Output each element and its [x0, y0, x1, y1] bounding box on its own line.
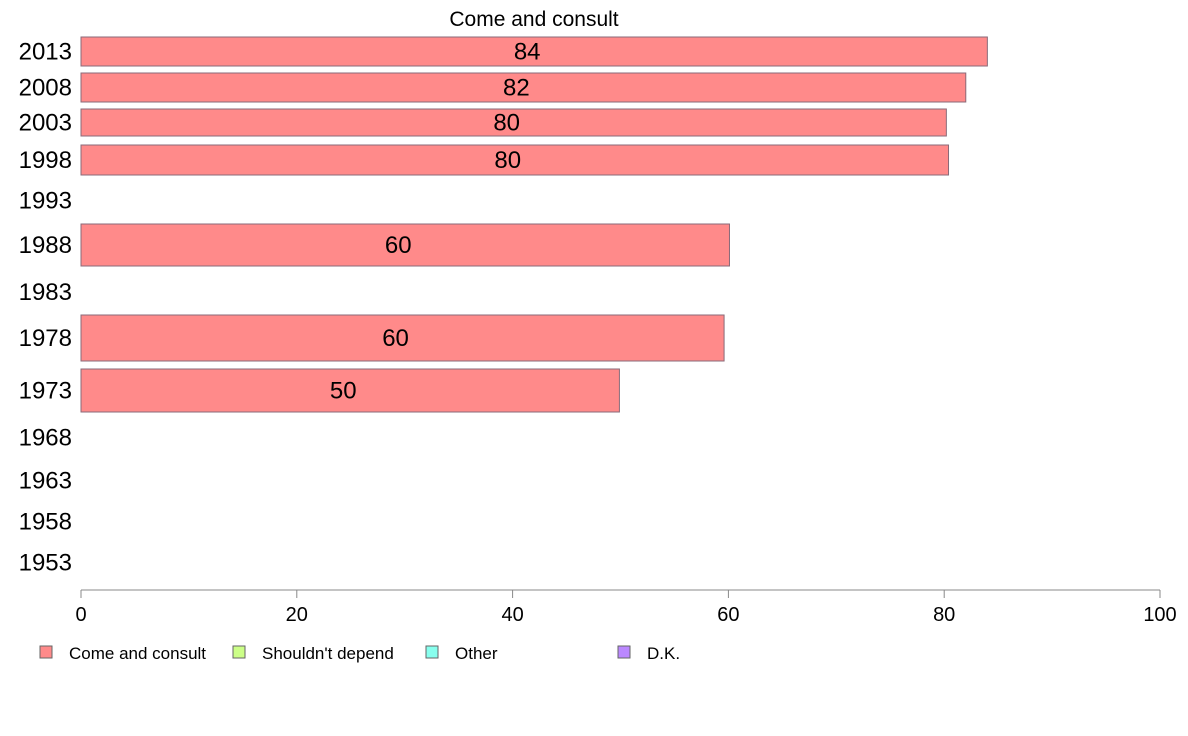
legend-swatch: [39, 645, 53, 659]
data-label: 60: [382, 325, 409, 352]
legend-item: Shouldn't depend: [232, 644, 394, 663]
bar: [80, 144, 950, 176]
bar: [80, 36, 988, 67]
data-label: 60: [385, 232, 412, 259]
category-label: 1988: [19, 232, 72, 259]
legend-label: D.K.: [647, 644, 680, 663]
bar: [80, 108, 947, 137]
data-label: 80: [493, 110, 520, 137]
legend-swatch: [617, 645, 631, 659]
legend-item: D.K.: [617, 644, 680, 663]
legend-swatch: [232, 645, 246, 659]
category-label: 1993: [19, 188, 72, 215]
x-tick-label: 100: [1143, 604, 1176, 626]
data-label: 82: [503, 75, 530, 102]
legend-label: Come and consult: [69, 644, 206, 663]
category-label: 1998: [19, 147, 72, 174]
bars-layer: 84 82 80 80 60 60 50: [80, 36, 988, 413]
legend-swatch: [425, 645, 439, 659]
category-label: 1968: [19, 425, 72, 452]
category-label: 2003: [19, 110, 72, 137]
x-tick-label: 0: [75, 604, 86, 626]
category-label: 1963: [19, 468, 72, 495]
bar: [80, 314, 725, 362]
bar: [80, 223, 730, 267]
category-label: 1958: [19, 509, 72, 536]
chart-title: Come and consult: [449, 8, 618, 31]
category-label: 1978: [19, 325, 72, 352]
category-label: 2013: [19, 39, 72, 66]
legend-item: Come and consult: [39, 644, 206, 663]
legend-item: Other: [425, 644, 498, 663]
legend-label: Shouldn't depend: [262, 644, 394, 663]
x-axis: 0 20 40 60 80 100: [75, 589, 1177, 626]
x-tick-label: 20: [286, 604, 308, 626]
category-label: 2008: [19, 75, 72, 102]
category-labels: 2013 2008 2003 1998 1993 1988 1983 1978 1973 1968…: [19, 39, 72, 577]
data-label: 80: [494, 147, 521, 174]
x-tick-label: 40: [501, 604, 523, 626]
category-label: 1953: [19, 550, 72, 577]
x-tick-label: 80: [933, 604, 955, 626]
category-label: 1973: [19, 378, 72, 405]
data-label: 84: [514, 39, 541, 66]
bar: [80, 72, 967, 103]
category-label: 1983: [19, 279, 72, 306]
legend-label: Other: [455, 644, 498, 663]
bar: [80, 368, 620, 413]
x-tick-label: 60: [717, 604, 739, 626]
data-label: 50: [330, 378, 357, 405]
legend: Come and consult Shouldn't depend Other D.K…: [39, 644, 680, 663]
